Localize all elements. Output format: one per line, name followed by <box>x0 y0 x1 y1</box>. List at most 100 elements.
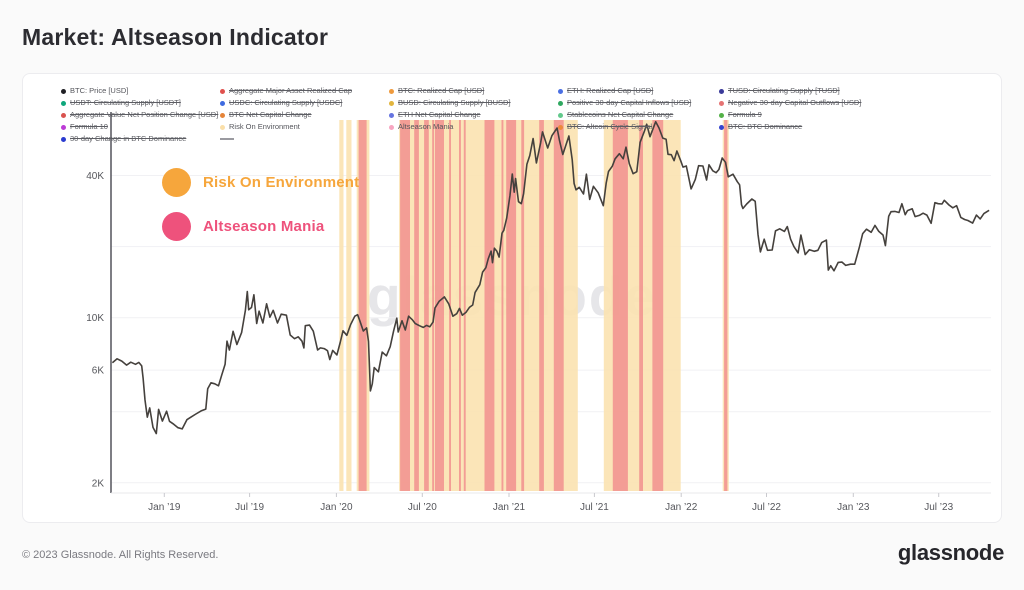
y-tick-label: 40K <box>86 171 104 182</box>
altseason-mania-band <box>484 120 495 491</box>
legend-item[interactable]: BTC: Altcoin Cycle Signal <box>558 121 719 133</box>
legend-item[interactable]: Altseason Mania <box>389 121 558 133</box>
legend-item[interactable]: BTC: BTC Dominance <box>719 121 993 133</box>
legend-label: ETH: Realized Cap [USD] <box>567 86 654 95</box>
legend-dot-icon <box>389 88 394 94</box>
btc-price-line <box>111 120 990 435</box>
legend-item[interactable]: Risk On Environment <box>220 121 389 133</box>
legend-item[interactable]: Formula 9 <box>719 109 993 121</box>
legend-item[interactable]: Positive 30-day Capital Inflows [USD] <box>558 97 719 109</box>
legend-label: BTC: Realized Cap [USD] <box>398 86 485 95</box>
copyright-text: © 2023 Glassnode. All Rights Reserved. <box>22 549 219 561</box>
legend-item[interactable]: Negative 30-day Capital Outflows [USD] <box>719 97 993 109</box>
x-tick-label: Jan ’20 <box>320 502 353 513</box>
legend-item[interactable]: Aggregate Value Net Position Change [USD… <box>61 109 220 121</box>
legend-label: Formula 9 <box>728 110 762 119</box>
legend-dot-icon <box>389 124 394 130</box>
legend-label: Stablecoins Net Capital Change <box>567 110 674 119</box>
x-tick-label: Jul ’21 <box>580 502 609 513</box>
legend-dot-icon <box>61 100 66 106</box>
legend: BTC: Price [USD] Aggregate Major Asset Re… <box>61 85 993 145</box>
legend-label: BTC Net Capital Change <box>229 110 312 119</box>
x-tick-label: Jan ’23 <box>837 502 870 513</box>
annotation-risk-on: Risk On Environment <box>162 168 359 197</box>
risk-on-band <box>339 120 344 491</box>
legend-label: TUSD: Circulating Supply [TUSD] <box>728 86 840 95</box>
altseason-mania-band <box>539 120 544 491</box>
legend-label: BTC: Altcoin Cycle Signal <box>567 122 653 131</box>
legend-label: Formula 10 <box>70 122 108 131</box>
legend-label: Aggregate Value Net Position Change [USD… <box>70 110 219 119</box>
risk-on-annotation-label: Risk On Environment <box>203 174 360 191</box>
legend-item[interactable]: BTC Net Capital Change <box>220 109 389 121</box>
legend-dot-icon <box>719 112 724 118</box>
legend-item[interactable]: Aggregate Major Asset Realized Cap <box>220 85 389 97</box>
legend-label: Negative 30-day Capital Outflows [USD] <box>728 98 862 107</box>
legend-label: Altseason Mania <box>398 122 454 131</box>
legend-dot-icon <box>220 124 225 130</box>
risk-on-circle-icon <box>162 168 191 197</box>
altseason-mania-band <box>459 120 461 491</box>
altseason-mania-band <box>506 120 517 491</box>
price-chart[interactable]: Jan ’19 Jul ’19 Jan ’20 Jul ’20 Jan ’21 Jul ’… <box>23 74 1003 524</box>
legend-dot-icon <box>558 100 563 106</box>
altseason-mania-band <box>358 120 367 491</box>
altseason-mania-band <box>424 120 429 491</box>
altseason-mania-band <box>652 120 664 491</box>
x-axis-ticks: Jan ’19 Jul ’19 Jan ’20 Jul ’20 Jan ’21 Jul ’… <box>148 493 954 513</box>
legend-dot-icon <box>558 112 563 118</box>
x-tick-label: Jan ’22 <box>665 502 698 513</box>
altseason-mania-band <box>612 120 628 491</box>
x-tick-label: Jul ’19 <box>235 502 264 513</box>
altseason-mania-band <box>521 120 525 491</box>
legend-dot-icon <box>220 88 225 94</box>
legend-label: BTC: BTC Dominance <box>728 122 803 131</box>
y-tick-label: 6K <box>92 366 105 377</box>
legend-dot-icon <box>719 88 724 94</box>
legend-item[interactable]: BUSD: Circulating Supply [BUSD] <box>389 97 558 109</box>
legend-item[interactable]: ETH Net Capital Change <box>389 109 558 121</box>
annotation-altseason-mania: Altseason Mania <box>162 212 324 241</box>
legend-item[interactable]: USDC: Circulating Supply [USDC] <box>220 97 389 109</box>
x-tick-label: Jul ’23 <box>924 502 953 513</box>
legend-item[interactable]: BTC: Realized Cap [USD] <box>389 85 558 97</box>
altseason-mania-band <box>432 120 435 491</box>
legend-dot-icon <box>389 112 394 118</box>
legend-item[interactable]: 30-day Change in BTC Dominance <box>61 133 220 145</box>
legend-dot-icon <box>558 88 563 94</box>
legend-item-line-sample[interactable] <box>220 133 389 145</box>
altseason-mania-band <box>414 120 419 491</box>
altseason-mania-band <box>501 120 504 491</box>
legend-item[interactable]: ETH: Realized Cap [USD] <box>558 85 719 97</box>
y-tick-label: 2K <box>92 478 105 489</box>
legend-item[interactable]: USDT: Circulating Supply [USDT] <box>61 97 220 109</box>
legend-dot-icon <box>389 100 394 106</box>
legend-dot-icon <box>558 124 563 130</box>
legend-dot-icon <box>61 124 66 130</box>
legend-dot-icon <box>61 112 66 118</box>
legend-item[interactable]: Formula 10 <box>61 121 220 133</box>
legend-label: BTC: Price [USD] <box>70 86 129 95</box>
x-tick-label: Jul ’20 <box>408 502 437 513</box>
y-tick-label: 10K <box>86 313 104 324</box>
risk-on-band <box>346 120 352 491</box>
altseason-mania-band <box>435 120 444 491</box>
legend-label: USDC: Circulating Supply [USDC] <box>229 98 343 107</box>
band-layer <box>339 120 729 491</box>
altseason-mania-band <box>639 120 643 491</box>
legend-dot-icon <box>719 124 724 130</box>
altseason-mania-band <box>553 120 564 491</box>
altseason-mania-band <box>463 120 466 491</box>
altseason-mania-band <box>400 120 410 491</box>
legend-item[interactable]: TUSD: Circulating Supply [TUSD] <box>719 85 993 97</box>
altseason-mania-circle-icon <box>162 212 191 241</box>
legend-label: USDT: Circulating Supply [USDT] <box>70 98 181 107</box>
x-tick-label: Jul ’22 <box>752 502 781 513</box>
altseason-mania-band <box>724 120 728 491</box>
legend-item[interactable]: BTC: Price [USD] <box>61 85 220 97</box>
legend-dot-icon <box>719 100 724 106</box>
legend-item[interactable]: Stablecoins Net Capital Change <box>558 109 719 121</box>
x-tick-label: Jan ’21 <box>493 502 526 513</box>
